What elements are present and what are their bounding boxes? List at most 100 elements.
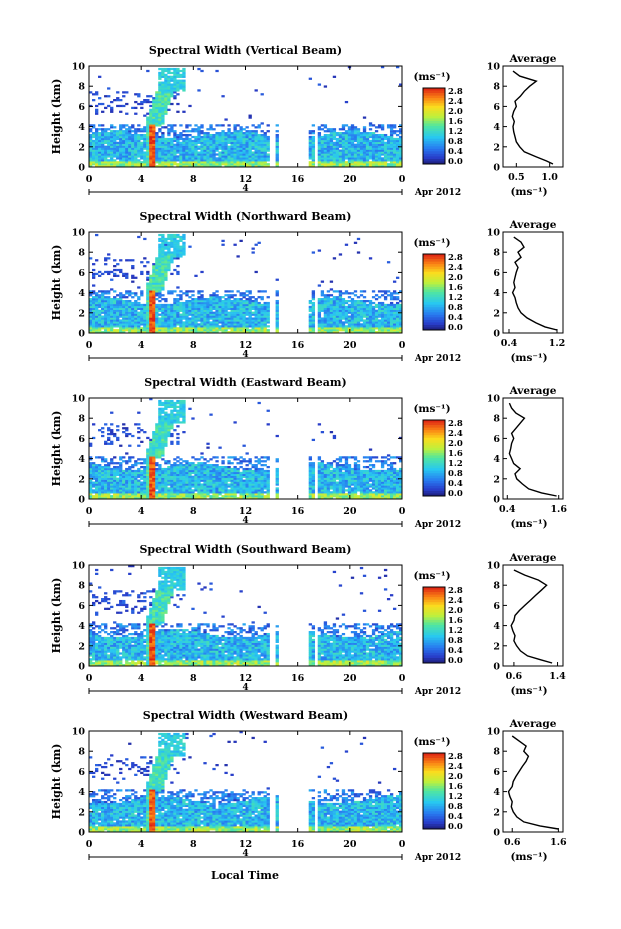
heatmap-cell <box>164 462 168 465</box>
heatmap-cell <box>155 317 159 320</box>
heatmap-cell <box>353 301 358 305</box>
heatmap-cell <box>125 157 129 160</box>
profile-y-tick-label: 6 <box>493 102 500 113</box>
heatmap-cell <box>308 321 313 324</box>
heatmap-cell <box>98 315 102 318</box>
heatmap-cell <box>140 429 144 432</box>
heatmap-cell <box>158 417 162 420</box>
heatmap-cell <box>350 132 355 135</box>
heatmap-cell <box>233 301 237 305</box>
heatmap-cell <box>248 305 252 309</box>
heatmap-cell <box>254 325 258 328</box>
heatmap-cell <box>320 147 325 150</box>
heatmap-cell <box>338 165 343 168</box>
heatmap-cell <box>161 475 165 478</box>
heatmap-cell <box>326 307 331 310</box>
heatmap-cell <box>215 137 219 141</box>
heatmap-cell <box>248 315 252 318</box>
heatmap-cell <box>134 128 138 131</box>
heatmap-cell <box>164 126 168 129</box>
heatmap-cell <box>344 319 349 322</box>
heatmap-cell <box>104 153 108 156</box>
heatmap-cell <box>353 151 358 154</box>
heatmap-cell <box>350 331 355 334</box>
heatmap-cell <box>158 423 162 426</box>
heatmap-cell <box>152 299 156 303</box>
heatmap-cell <box>170 481 174 484</box>
heatmap-cell <box>164 106 168 110</box>
heatmap-cell <box>107 272 111 276</box>
heatmap-cell <box>155 464 159 467</box>
heatmap-cell <box>122 491 126 494</box>
heatmap-cell <box>317 151 322 154</box>
heatmap-cell <box>119 155 123 158</box>
heatmap-cell <box>338 296 343 299</box>
heatmap-cell <box>137 139 141 143</box>
heatmap-cell <box>227 303 231 307</box>
heatmap-cell <box>170 405 174 409</box>
heatmap-cell <box>152 446 156 449</box>
heatmap-cell <box>368 124 373 127</box>
heatmap-cell <box>350 299 355 303</box>
heatmap-cell <box>149 448 153 451</box>
heatmap-cell <box>125 135 129 139</box>
heatmap-cell <box>173 317 177 320</box>
heatmap-cell <box>242 132 246 135</box>
heatmap-cell <box>155 493 159 496</box>
heatmap-cell <box>362 153 367 156</box>
heatmap-cell <box>119 145 123 148</box>
heatmap-cell <box>218 132 222 135</box>
heatmap-cell <box>158 429 162 432</box>
heatmap-cell <box>101 465 105 469</box>
heatmap-cell <box>323 313 328 316</box>
heatmap-cell <box>134 319 138 322</box>
heatmap-cell <box>389 139 394 143</box>
heatmap-cell <box>317 161 322 164</box>
heatmap-cell <box>185 311 189 314</box>
heatmap-cell <box>125 301 129 305</box>
heatmap-cell <box>134 327 138 330</box>
heatmap-cell <box>167 124 171 127</box>
heatmap-cell <box>98 327 102 330</box>
heatmap-cell <box>182 159 186 162</box>
heatmap-cell <box>164 153 168 156</box>
heatmap-cell <box>374 309 379 312</box>
heatmap-cell <box>155 110 159 113</box>
heatmap-cell <box>155 268 159 272</box>
heatmap-cell <box>167 128 171 131</box>
heatmap-cell <box>197 128 201 131</box>
heatmap-cell <box>218 329 222 332</box>
heatmap-cell <box>155 434 159 438</box>
heatmap-cell <box>158 471 162 475</box>
heatmap-cell <box>188 130 192 133</box>
heatmap-cell <box>188 159 192 162</box>
heatmap-cell <box>254 126 258 129</box>
heatmap-cell <box>230 313 234 316</box>
heatmap-cell <box>173 79 177 82</box>
heatmap-cell <box>134 159 138 162</box>
heatmap-cell <box>149 465 153 469</box>
heatmap-cell <box>257 149 261 152</box>
heatmap-cell <box>143 460 147 463</box>
heatmap-cell <box>263 151 267 154</box>
heatmap-cell <box>335 143 340 146</box>
heatmap-cell <box>152 485 156 488</box>
heatmap-cell <box>107 301 111 305</box>
heatmap-cell <box>254 323 258 326</box>
heatmap-cell <box>122 327 126 330</box>
heatmap-cell <box>152 325 156 328</box>
heatmap-cell <box>161 257 165 260</box>
heatmap-cell <box>122 303 126 307</box>
heatmap-cell <box>149 286 153 289</box>
heatmap-cell <box>239 139 243 143</box>
colorbar-swatch <box>423 312 445 316</box>
heatmap-cell <box>128 479 132 482</box>
heatmap-cell <box>242 135 246 139</box>
heatmap-cell <box>116 425 120 428</box>
heatmap-cell <box>251 325 255 328</box>
heatmap-cell <box>350 311 355 314</box>
heatmap-cell <box>263 161 267 164</box>
heatmap-cell <box>311 145 316 148</box>
heatmap-cell <box>152 331 156 334</box>
heatmap-cell <box>146 331 150 334</box>
